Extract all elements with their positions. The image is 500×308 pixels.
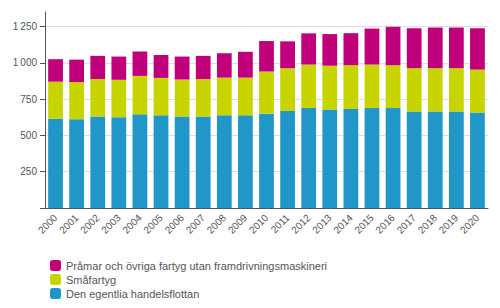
svg-text:2005: 2005 [141,212,165,236]
svg-text:2009: 2009 [226,212,250,236]
svg-text:Den egentlia handelsflottan: Den egentlia handelsflottan [66,288,199,300]
svg-text:2013: 2013 [310,212,334,236]
svg-text:1 250: 1 250 [13,21,38,32]
svg-text:2001: 2001 [57,212,81,236]
svg-text:2018: 2018 [416,212,440,236]
svg-text:2000: 2000 [36,212,60,236]
svg-text:2008: 2008 [205,212,229,236]
svg-text:750: 750 [20,94,37,105]
svg-text:2006: 2006 [163,212,187,236]
svg-text:2004: 2004 [120,212,144,236]
svg-text:2011: 2011 [269,212,292,235]
svg-text:2016: 2016 [373,212,397,236]
svg-text:2012: 2012 [289,212,313,236]
svg-text:2015: 2015 [352,212,376,236]
svg-text:2017: 2017 [395,212,419,236]
svg-text:2019: 2019 [437,212,461,236]
svg-text:2003: 2003 [99,212,123,236]
svg-text:Småfartyg: Småfartyg [66,274,116,286]
svg-text:2007: 2007 [184,212,208,236]
svg-text:250: 250 [20,166,37,177]
svg-text:2020: 2020 [458,212,482,236]
svg-text:2010: 2010 [247,212,271,236]
svg-text:2014: 2014 [331,212,355,236]
svg-text:2002: 2002 [78,212,102,236]
svg-text:Pråmar och övriga fartyg utan: Pråmar och övriga fartyg utan framdrivni… [66,260,327,272]
svg-text:500: 500 [20,130,37,141]
svg-text:1 000: 1 000 [13,57,38,68]
